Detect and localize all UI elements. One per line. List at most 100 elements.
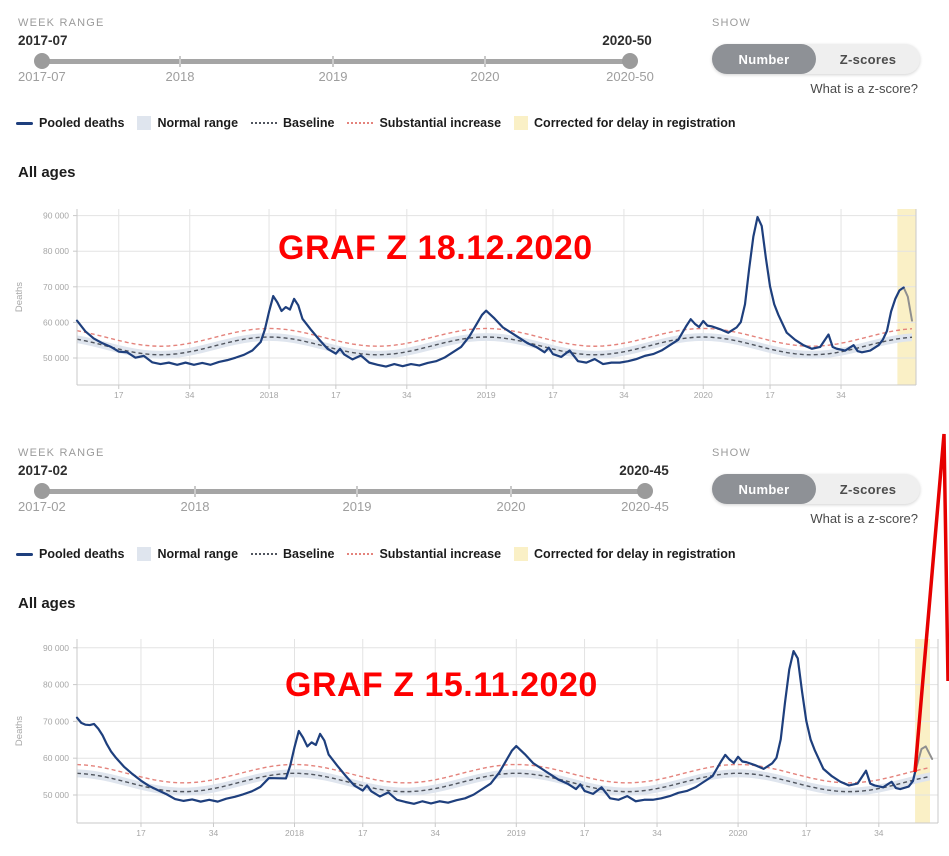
slider-tick-2018 <box>179 56 181 67</box>
delay-corrected-swatch-icon <box>514 116 529 130</box>
svg-text:34: 34 <box>836 390 846 400</box>
svg-text:50 000: 50 000 <box>43 790 69 800</box>
svg-text:34: 34 <box>402 390 412 400</box>
legend-item-pooled-deaths: Pooled deaths <box>16 547 124 561</box>
slider-tick-2020 <box>510 486 512 497</box>
slider-max-label: 2020-45 <box>621 499 669 514</box>
delay-corrected-swatch-icon <box>514 547 529 561</box>
substantial-increase-swatch-icon <box>347 553 374 555</box>
svg-text:34: 34 <box>185 390 195 400</box>
slider-year-label: 2019 <box>318 69 348 84</box>
week-range-end-value: 2020-45 <box>619 463 669 478</box>
slider-handle-start[interactable] <box>34 53 50 69</box>
svg-text:2020: 2020 <box>729 828 748 838</box>
svg-text:34: 34 <box>874 828 884 838</box>
svg-text:90 000: 90 000 <box>43 211 69 221</box>
legend-item-delay-corrected: Corrected for delay in registration <box>514 547 735 561</box>
week-range-label: WEEK RANGE <box>18 447 105 459</box>
show-label: SHOW <box>712 447 752 459</box>
mortality-chart-top: 50 000 60 000 70 000 80 000 90 000 17 34 2018 17… <box>14 209 917 400</box>
pooled-deaths-swatch-icon <box>16 552 33 556</box>
baseline-swatch-icon <box>251 122 278 124</box>
zscore-help-link[interactable]: What is a z-score? <box>810 511 918 526</box>
legend: Pooled deaths Normal range Baseline Subs… <box>16 116 735 130</box>
week-range-label: WEEK RANGE <box>18 17 105 29</box>
slider-tick-2018 <box>194 486 196 497</box>
legend: Pooled deaths Normal range Baseline Subs… <box>16 547 735 561</box>
toggle-zscores[interactable]: Z-scores <box>839 481 897 497</box>
slider-tick-2019 <box>356 486 358 497</box>
week-range-slider-track[interactable] <box>42 489 645 494</box>
section-title-all-ages: All ages <box>18 164 76 181</box>
slider-year-label: 2018 <box>180 499 210 514</box>
svg-text:2018: 2018 <box>260 390 279 400</box>
svg-text:17: 17 <box>331 390 341 400</box>
svg-text:Deaths: Deaths <box>14 716 25 746</box>
legend-item-baseline: Baseline <box>251 116 334 130</box>
slider-handle-end[interactable] <box>622 53 638 69</box>
svg-text:50 000: 50 000 <box>43 353 69 363</box>
slider-min-label: 2017-02 <box>18 499 66 514</box>
svg-text:34: 34 <box>431 828 441 838</box>
toggle-number[interactable]: Number <box>712 474 816 504</box>
normal-range-swatch-icon <box>137 547 152 561</box>
zscore-help-link[interactable]: What is a z-score? <box>810 81 918 96</box>
slider-tick-2019 <box>332 56 334 67</box>
svg-text:60 000: 60 000 <box>43 317 69 327</box>
slider-max-label: 2020-50 <box>606 69 654 84</box>
svg-text:70 000: 70 000 <box>43 716 69 726</box>
slider-year-label: 2019 <box>342 499 372 514</box>
week-range-end-value: 2020-50 <box>602 33 652 48</box>
svg-text:80 000: 80 000 <box>43 680 69 690</box>
svg-text:2020: 2020 <box>694 390 713 400</box>
svg-text:17: 17 <box>802 828 812 838</box>
slider-year-label: 2020 <box>496 499 526 514</box>
legend-item-baseline: Baseline <box>251 547 334 561</box>
substantial-increase-swatch-icon <box>347 122 374 124</box>
svg-text:17: 17 <box>580 828 590 838</box>
legend-item-normal-range: Normal range <box>137 116 238 130</box>
section-title-all-ages: All ages <box>18 595 76 612</box>
slider-year-label: 2020 <box>470 69 500 84</box>
chart-annotation-date-bottom: GRAF Z 15.11.2020 <box>285 666 598 704</box>
svg-text:17: 17 <box>358 828 368 838</box>
svg-text:34: 34 <box>619 390 629 400</box>
show-toggle[interactable]: Number Z-scores <box>712 474 920 504</box>
legend-item-pooled-deaths: Pooled deaths <box>16 116 124 130</box>
normal-range-swatch-icon <box>137 116 152 130</box>
svg-text:17: 17 <box>114 390 124 400</box>
slider-handle-end[interactable] <box>637 483 653 499</box>
baseline-swatch-icon <box>251 553 278 555</box>
slider-handle-start[interactable] <box>34 483 50 499</box>
svg-text:34: 34 <box>209 828 219 838</box>
week-range-start-value: 2017-02 <box>18 463 68 478</box>
svg-text:Deaths: Deaths <box>14 282 25 312</box>
svg-text:90 000: 90 000 <box>43 643 69 653</box>
toggle-number[interactable]: Number <box>712 44 816 74</box>
toggle-zscores[interactable]: Z-scores <box>839 51 897 67</box>
mortality-chart-bottom: 50 000 60 000 70 000 80 000 90 000 17 34 2018 17… <box>14 639 939 838</box>
slider-year-label: 2018 <box>165 69 195 84</box>
svg-text:2019: 2019 <box>507 828 526 838</box>
svg-text:17: 17 <box>136 828 146 838</box>
show-toggle[interactable]: Number Z-scores <box>712 44 920 74</box>
week-range-slider-track[interactable] <box>42 59 630 64</box>
legend-item-normal-range: Normal range <box>137 547 238 561</box>
svg-text:70 000: 70 000 <box>43 282 69 292</box>
chart-annotation-date-top: GRAF Z 18.12.2020 <box>278 229 593 267</box>
svg-text:17: 17 <box>765 390 775 400</box>
svg-text:17: 17 <box>548 390 558 400</box>
svg-text:60 000: 60 000 <box>43 753 69 763</box>
slider-min-label: 2017-07 <box>18 69 66 84</box>
week-range-start-value: 2017-07 <box>18 33 68 48</box>
svg-text:2019: 2019 <box>477 390 496 400</box>
show-label: SHOW <box>712 17 752 29</box>
svg-text:80 000: 80 000 <box>43 246 69 256</box>
legend-item-delay-corrected: Corrected for delay in registration <box>514 116 735 130</box>
legend-item-substantial-increase: Substantial increase <box>347 547 501 561</box>
svg-text:2018: 2018 <box>285 828 304 838</box>
pooled-deaths-swatch-icon <box>16 121 33 125</box>
svg-text:34: 34 <box>652 828 662 838</box>
slider-tick-2020 <box>484 56 486 67</box>
